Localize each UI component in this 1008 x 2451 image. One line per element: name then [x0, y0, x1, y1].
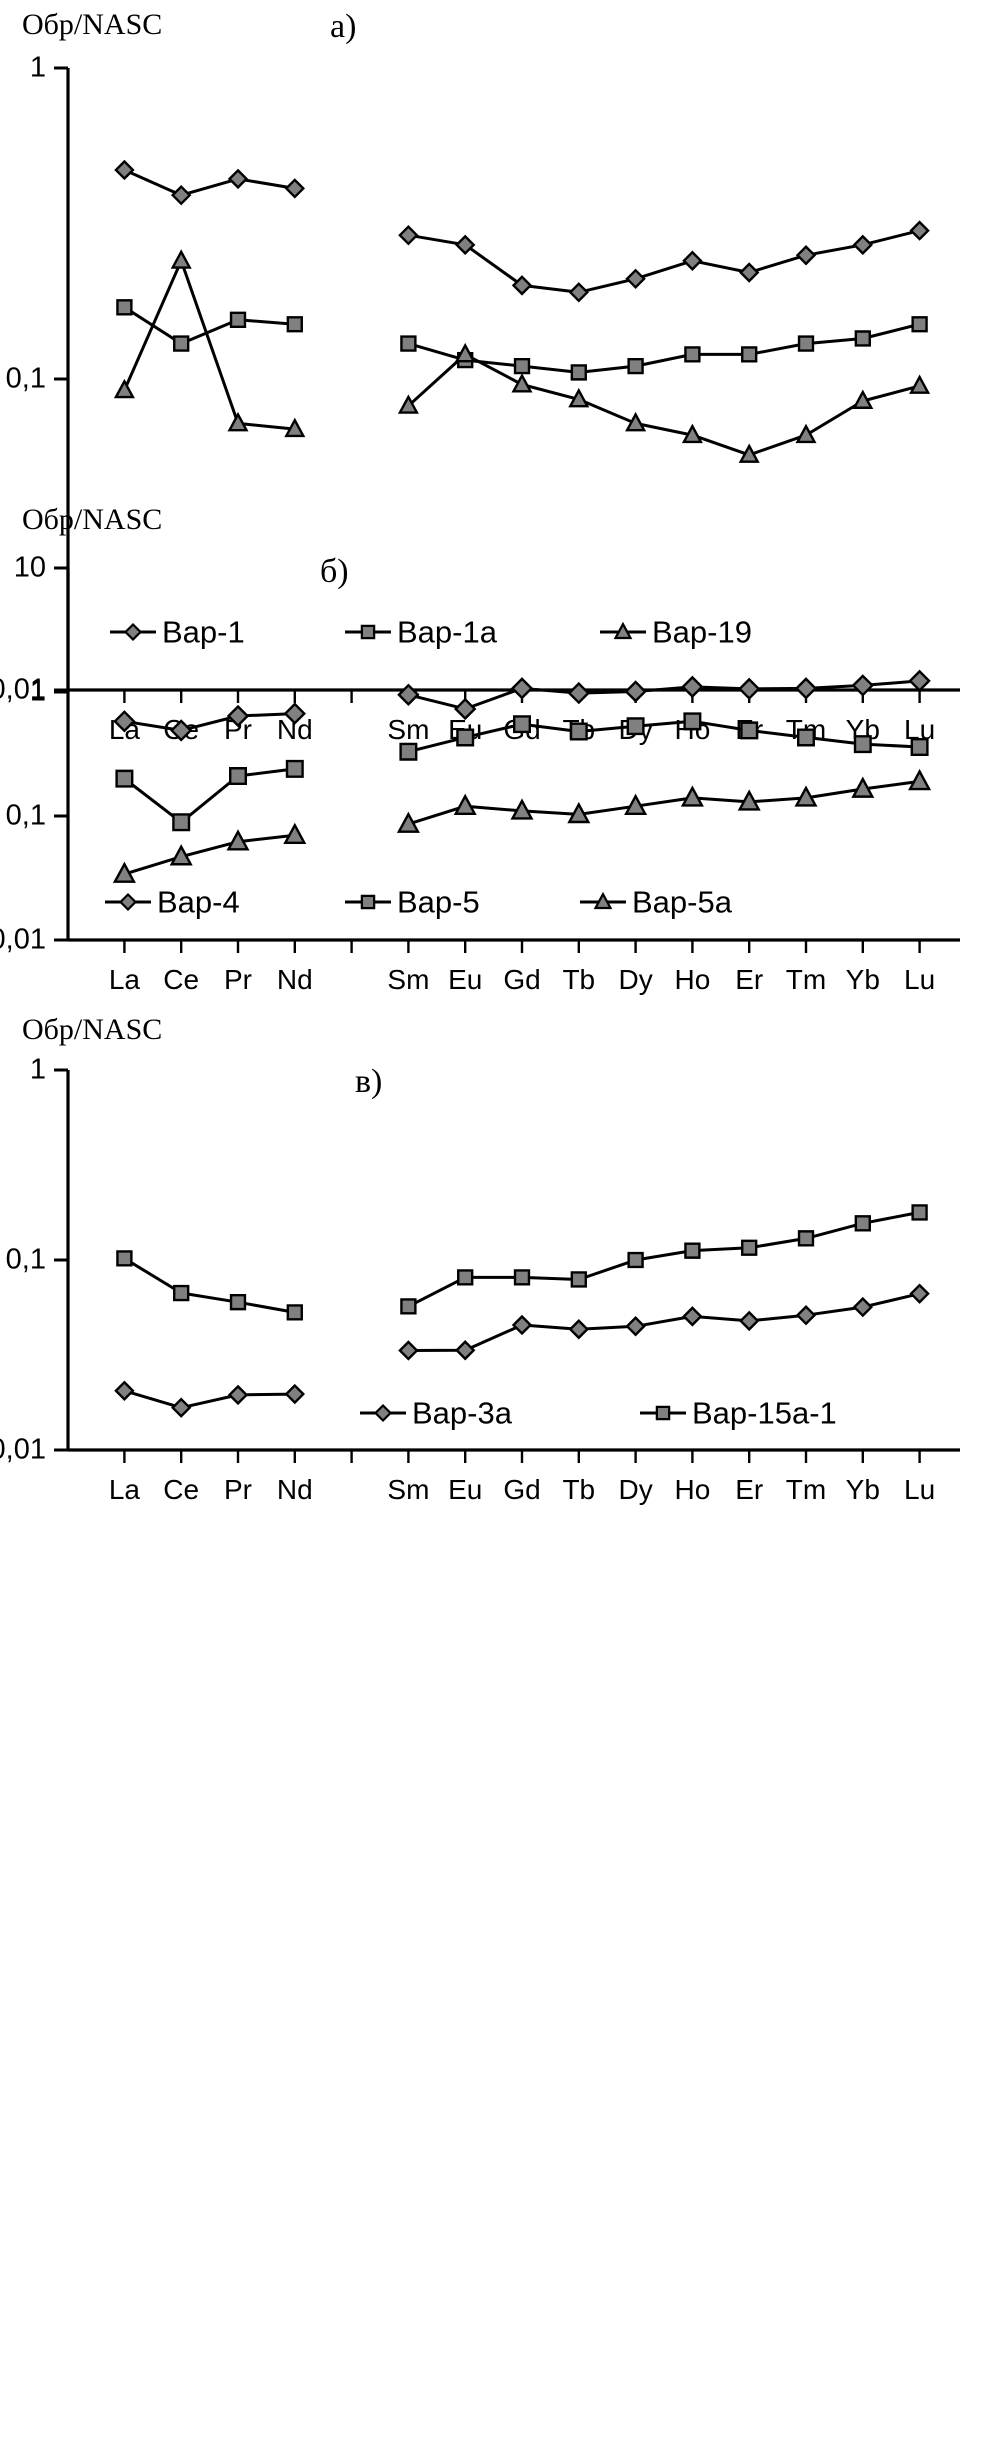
x-axis-tick-label: Nd: [276, 964, 313, 995]
y-axis-tick-label: 10: [13, 551, 46, 584]
legend-item-label: Вар-1: [162, 614, 245, 650]
x-axis-tick-label: Ho: [674, 964, 711, 995]
panel-c-axis-title: Обр/NASC: [22, 1013, 163, 1046]
x-axis-tick-label: La: [108, 964, 140, 995]
panel-b-letter: б): [320, 553, 349, 590]
x-axis-tick-label: Er: [735, 964, 764, 995]
y-axis-tick-label: 0,1: [5, 362, 46, 395]
y-axis-tick-label: 0,1: [5, 1243, 46, 1276]
legend-item-label: Вар-5: [397, 884, 480, 920]
x-axis-tick-label: Er: [735, 1474, 764, 1505]
panel-a-svg: [54, 66, 960, 703]
y-axis-tick-label: 0,01: [0, 1433, 46, 1466]
x-axis-tick-label: Dy: [618, 1474, 653, 1505]
y-axis-tick-label: 1: [29, 675, 46, 708]
x-axis-tick-label: Tb: [562, 1474, 596, 1505]
x-axis-tick-label: Sm: [387, 1474, 430, 1505]
y-axis-tick-label: 0,01: [0, 673, 46, 706]
legend-item-label: Вар-15а-1: [692, 1395, 837, 1431]
x-axis-tick-label: Ce: [163, 1474, 200, 1505]
y-axis-tick-label: 1: [29, 1053, 46, 1086]
x-axis-tick-label: Gd: [503, 964, 541, 995]
x-axis-tick-label: Eu: [448, 1474, 483, 1505]
x-axis-tick-label: Gd: [503, 1474, 541, 1505]
panel-c: Обр/NASC в) 1 0,1 0,01 La Ce Pr Nd Sm Eu Gd Tb Dy Ho…: [0, 1010, 1008, 1504]
y-axis-tick-label: 0,1: [5, 799, 46, 832]
x-axis-tick-label: Sm: [387, 964, 430, 995]
x-axis-tick-label: Dy: [618, 964, 653, 995]
panel-b-plot: 10 1 0,1 0,01 La Ce Pr Nd Sm Eu Gd Tb Dy Ho Er Tm Yb Lu Ва…: [0, 500, 1008, 1030]
x-axis-tick-label: Pr: [224, 1474, 252, 1505]
x-axis-tick-label: Pr: [224, 964, 252, 995]
x-axis-tick-label: Lu: [904, 964, 936, 995]
panel-b: Обр/NASC б) 10 1 0,1 0,01 La Ce Pr Nd Sm Eu Gd Tb Dy…: [0, 500, 1008, 1030]
panel-a-axis-title: Обр/NASC: [22, 8, 163, 41]
legend-item-label: Вар-5а: [632, 884, 732, 920]
legend-item-label: Вар-3а: [412, 1395, 512, 1431]
panel-b-svg: [54, 566, 960, 953]
panel-a-letter: а): [330, 8, 357, 45]
y-axis-tick-label: 0,01: [0, 923, 46, 956]
x-axis-tick-label: Tm: [785, 964, 827, 995]
x-axis-tick-label: Tb: [562, 964, 596, 995]
panel-b-axis-title: Обр/NASC: [22, 503, 163, 536]
x-axis-tick-label: Yb: [845, 964, 880, 995]
y-axis-tick-label: 1: [29, 51, 46, 84]
x-axis-tick-label: Eu: [448, 964, 483, 995]
x-axis-tick-label: Sm: [387, 714, 430, 745]
x-axis-tick-label: Nd: [276, 1474, 313, 1505]
legend-item-label: Вар-4: [157, 884, 240, 920]
panel-c-svg: [54, 1068, 960, 1463]
panel-c-letter: в): [355, 1063, 383, 1100]
x-axis-tick-label: Yb: [845, 1474, 880, 1505]
x-axis-tick-label: Tm: [785, 1474, 827, 1505]
legend-item-label: Вар-19: [652, 614, 752, 650]
x-axis-tick-label: Lu: [904, 1474, 936, 1505]
x-axis-tick-label: La: [108, 1474, 140, 1505]
x-axis-tick-label: Ho: [674, 1474, 711, 1505]
legend-item-label: Вар-1а: [397, 614, 497, 650]
x-axis-tick-label: Ce: [163, 964, 200, 995]
panel-c-plot: 1 0,1 0,01 La Ce Pr Nd Sm Eu Gd Tb Dy Ho Er Tm Yb Lu Вар-…: [0, 1010, 1008, 1504]
